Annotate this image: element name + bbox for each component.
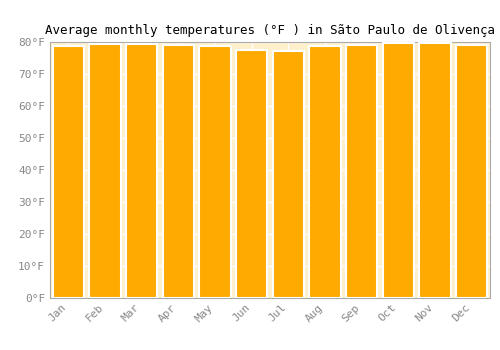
- Bar: [236, 50, 267, 298]
- Bar: [273, 51, 304, 298]
- Bar: [382, 43, 414, 298]
- Bar: [53, 46, 84, 298]
- Title: Average monthly temperatures (°F ) in Sãto Paulo de Olivença: Average monthly temperatures (°F ) in Sã…: [45, 24, 495, 37]
- Bar: [310, 47, 340, 298]
- Bar: [200, 47, 230, 298]
- Bar: [90, 44, 120, 298]
- Bar: [420, 43, 450, 298]
- Bar: [346, 44, 378, 298]
- Bar: [163, 44, 194, 298]
- Bar: [456, 44, 487, 298]
- Bar: [126, 44, 157, 298]
